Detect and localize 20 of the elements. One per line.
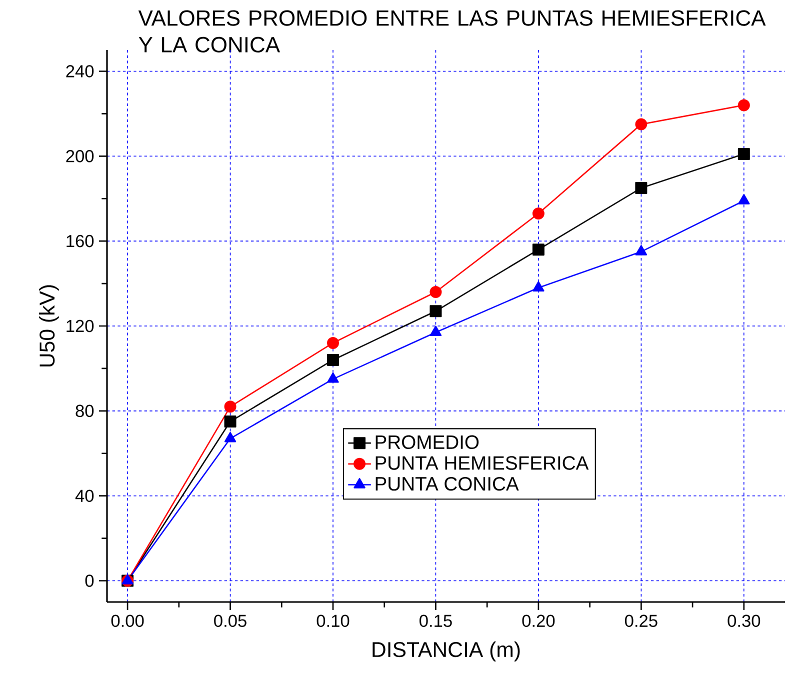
y-tick-label: 0 — [85, 574, 94, 587]
x-axis-title: DISTANCIA (m) — [372, 641, 520, 662]
y-tick-label: 40 — [75, 490, 94, 502]
x-tick-label: 0.00 — [111, 614, 144, 627]
y-axis-title: U50 (kV) — [39, 285, 59, 366]
y-tick-label: 160 — [66, 234, 94, 248]
x-tick-label: 0.25 — [624, 614, 658, 627]
x-tick-label: 0.10 — [316, 614, 350, 627]
y-tick-label: 200 — [66, 150, 94, 162]
x-tick-label: 0.20 — [522, 614, 555, 627]
legend-label: PROMEDIO — [376, 435, 479, 450]
y-tick-label: 80 — [76, 404, 94, 418]
chart-title: VALORES PROMEDIO ENTRE LAS PUNTAS HEMIESFERICA Y LA CONICA — [138, 10, 766, 52]
x-tick-label: 0.15 — [420, 614, 452, 627]
legend-label: PUNTA CONICA — [376, 476, 519, 491]
x-tick-label: 0.05 — [214, 614, 246, 627]
legend-label: PUNTA HEMIESFERICA — [376, 456, 589, 470]
y-tick-label: 120 — [66, 320, 94, 332]
x-tick-label: 0.30 — [728, 614, 760, 627]
y-tick-label: 240 — [66, 65, 94, 78]
